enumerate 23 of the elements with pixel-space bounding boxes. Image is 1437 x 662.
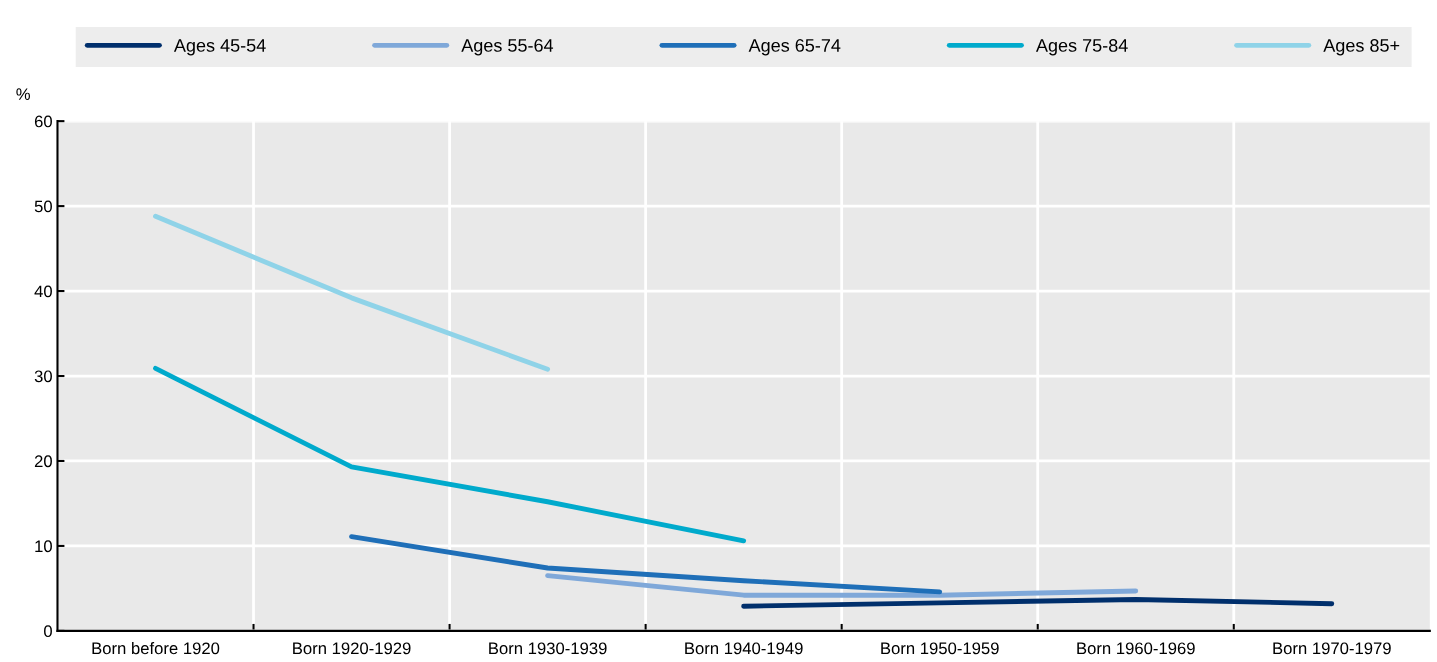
x-tick-label: Born 1960-1969 xyxy=(1077,642,1195,655)
x-tick-label: Born 1940-1949 xyxy=(685,642,803,655)
x-tick-label: Born 1930-1939 xyxy=(489,642,607,655)
legend-label: Ages 45-54 xyxy=(173,39,266,56)
line-series xyxy=(349,534,943,595)
y-tick-label: 0 xyxy=(44,625,52,638)
y-tick-label: 50 xyxy=(34,200,52,213)
line-series xyxy=(153,365,747,544)
y-axis-title: % xyxy=(16,88,30,100)
y-tick-label: 20 xyxy=(34,455,52,468)
legend-label: Ages 65-74 xyxy=(748,39,841,56)
legend-label: Ages 55-64 xyxy=(461,39,554,56)
x-tick-label: Born 1920-1929 xyxy=(293,642,411,655)
y-tick-label: 30 xyxy=(34,370,52,383)
legend-label: Ages 85+ xyxy=(1323,39,1400,56)
legend-label: Ages 75-84 xyxy=(1035,39,1128,56)
x-tick-label: Born 1970-1979 xyxy=(1273,642,1391,655)
y-tick-label: 60 xyxy=(34,115,52,128)
line-series xyxy=(741,597,1335,609)
x-tick-label: Born 1950-1959 xyxy=(881,642,999,655)
y-tick-label: 40 xyxy=(34,285,52,298)
x-tick-label: Born before 1920 xyxy=(92,642,220,655)
y-tick-label: 10 xyxy=(35,540,52,553)
